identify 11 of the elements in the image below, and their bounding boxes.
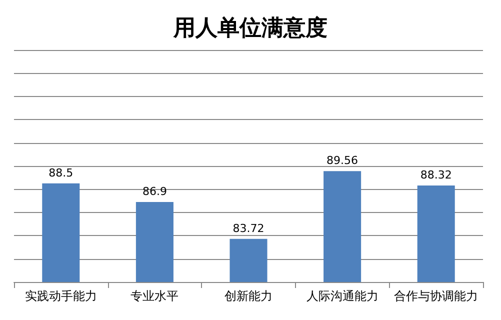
data-label: 88.32 bbox=[420, 168, 452, 182]
chart-title: 用人单位满意度 bbox=[172, 15, 328, 41]
x-tick-label: 人际沟通能力 bbox=[306, 289, 378, 303]
data-label: 83.72 bbox=[232, 222, 264, 235]
data-label: 89.56 bbox=[326, 154, 358, 168]
x-tick-label: 创新能力 bbox=[224, 289, 272, 303]
x-tick-label: 合作与协调能力 bbox=[394, 289, 478, 303]
x-tick-label: 专业水平 bbox=[130, 289, 179, 303]
data-label: 88.5 bbox=[48, 166, 74, 180]
x-tick-label: 实践动手能力 bbox=[24, 289, 97, 303]
data-label: 86.9 bbox=[142, 184, 167, 198]
